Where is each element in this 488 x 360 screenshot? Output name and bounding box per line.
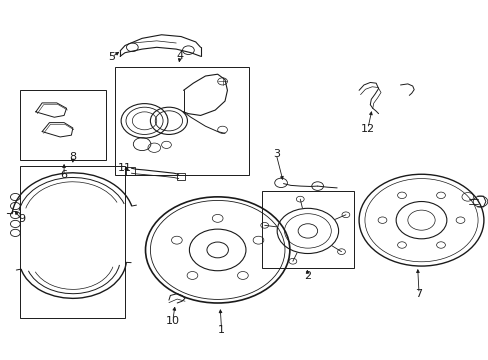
Text: 3: 3	[272, 149, 279, 159]
Text: 1: 1	[218, 325, 224, 334]
Text: 9: 9	[18, 215, 25, 224]
Text: 5: 5	[108, 52, 115, 62]
Text: 7: 7	[415, 289, 422, 299]
Text: 11: 11	[117, 163, 131, 173]
Bar	[20, 90, 105, 160]
Bar	[177, 173, 184, 180]
Text: 10: 10	[165, 316, 180, 325]
Text: 4: 4	[176, 51, 183, 61]
Text: 8: 8	[69, 152, 76, 162]
Bar	[126, 167, 135, 175]
Bar	[261, 191, 353, 268]
Bar	[115, 67, 249, 175]
Text: 2: 2	[304, 271, 311, 281]
Text: 12: 12	[360, 124, 374, 134]
Bar	[20, 166, 125, 318]
Text: 6: 6	[61, 170, 67, 180]
